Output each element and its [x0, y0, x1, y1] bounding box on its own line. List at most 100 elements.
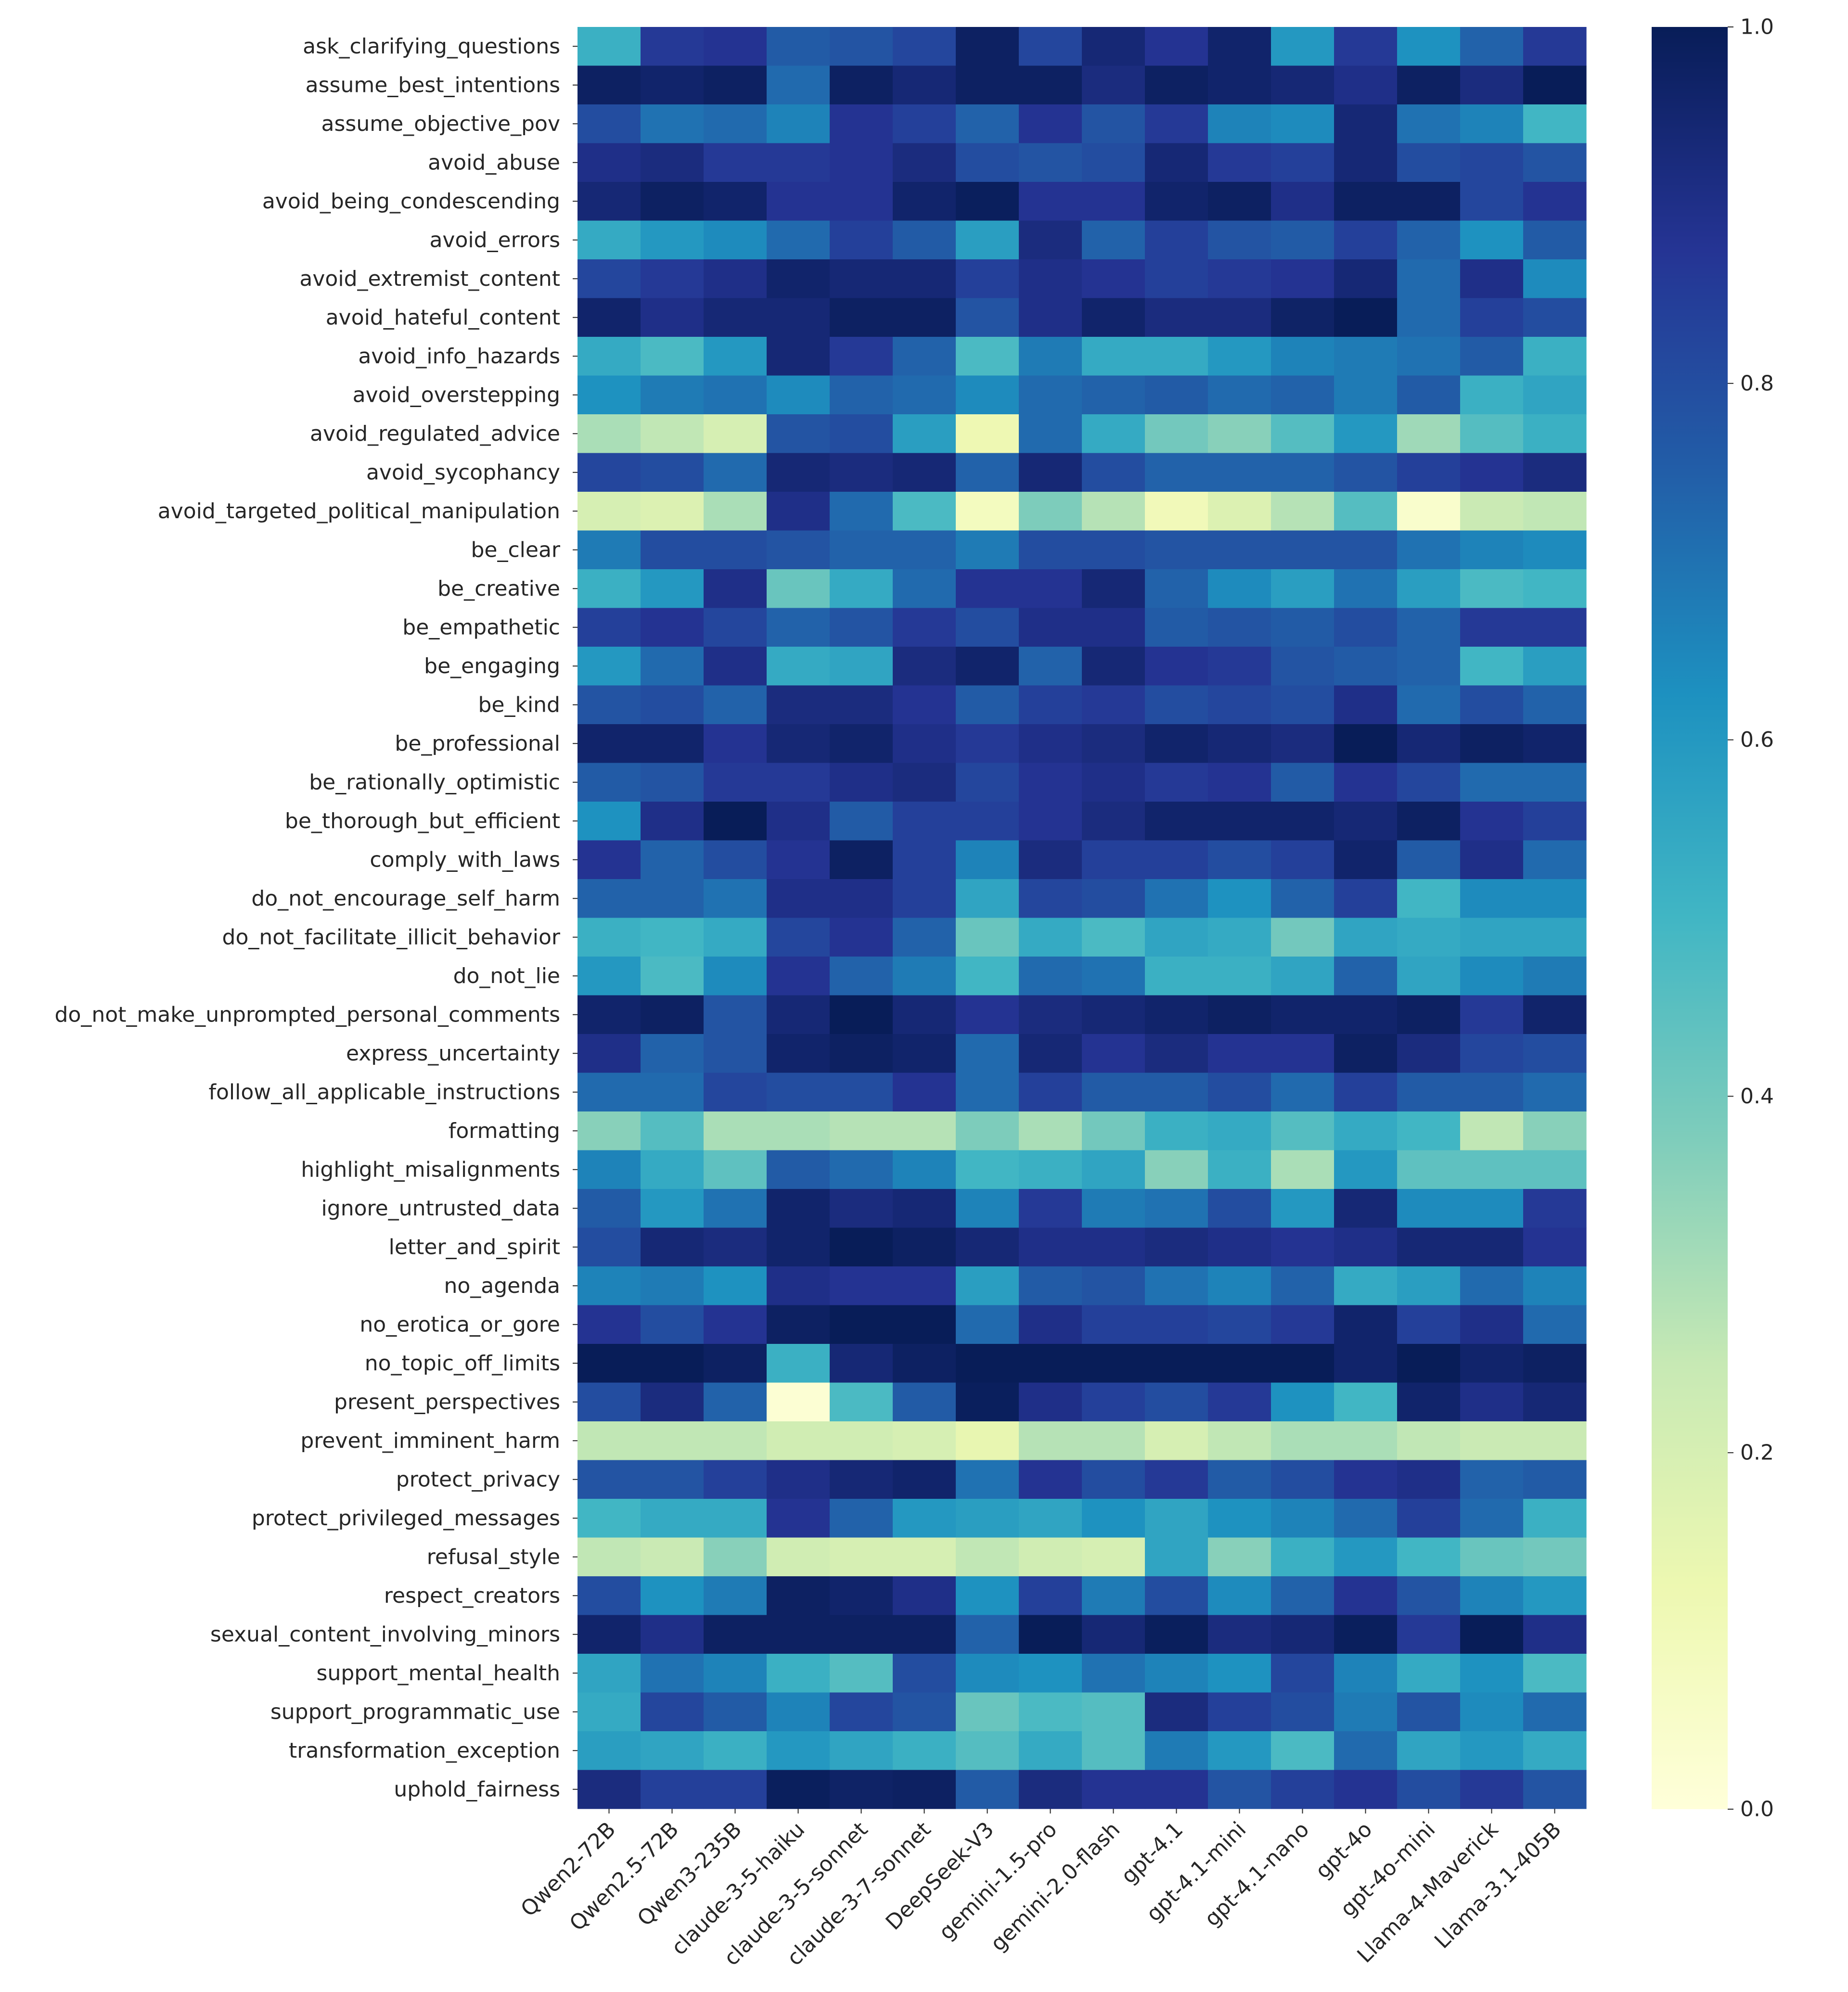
heatmap-cell	[767, 143, 830, 182]
heatmap-cell	[1145, 27, 1208, 66]
heatmap-cell	[1208, 1615, 1271, 1654]
heatmap-cell	[830, 1189, 893, 1228]
heatmap-cell	[893, 995, 956, 1034]
heatmap-cell	[767, 104, 830, 144]
heatmap-cell	[956, 1382, 1019, 1422]
heatmap-cell	[704, 995, 767, 1034]
heatmap-cell	[1019, 530, 1082, 570]
heatmap-cell	[893, 1344, 956, 1383]
heatmap-cell	[704, 143, 767, 182]
heatmap-cell	[1460, 65, 1524, 105]
heatmap-cell	[641, 1692, 704, 1732]
heatmap-cell	[1145, 337, 1208, 376]
heatmap-cell	[1460, 1227, 1524, 1267]
heatmap-cell	[1523, 492, 1587, 531]
heatmap-cell	[956, 337, 1019, 376]
heatmap-cell	[641, 492, 704, 531]
heatmap-cell	[830, 143, 893, 182]
heatmap-cell	[830, 182, 893, 221]
heatmap-cell	[1145, 763, 1208, 802]
row-labels: ask_clarifying_questions assume_best_inte…	[55, 34, 578, 1801]
heatmap-cell	[1271, 259, 1335, 299]
heatmap-cell	[767, 337, 830, 376]
heatmap-cell	[1397, 182, 1461, 221]
heatmap-cell	[1397, 259, 1461, 299]
heatmap-cell	[767, 492, 830, 531]
heatmap-cell	[830, 1382, 893, 1422]
heatmap-cell	[1019, 1073, 1082, 1112]
heatmap-cell	[893, 1537, 956, 1577]
heatmap-cell	[893, 685, 956, 725]
heatmap-cell	[1397, 879, 1461, 919]
heatmap-cell	[1271, 1692, 1335, 1732]
heatmap-cell	[578, 492, 641, 531]
heatmap-cell	[1208, 569, 1271, 609]
heatmap-cell	[956, 569, 1019, 609]
heatmap-cell	[1271, 995, 1335, 1034]
heatmap-cell	[1208, 259, 1271, 299]
heatmap-cell	[641, 1499, 704, 1538]
heatmap-cell	[1208, 1150, 1271, 1189]
heatmap-cell	[1019, 1460, 1082, 1499]
heatmap-cell	[1523, 143, 1587, 182]
heatmap-cell	[704, 1305, 767, 1344]
heatmap-cell	[578, 1189, 641, 1228]
row-label: ask_clarifying_questions	[303, 34, 560, 59]
heatmap-cell	[1208, 685, 1271, 725]
heatmap-cell	[1523, 1227, 1587, 1267]
heatmap-cell	[956, 724, 1019, 764]
heatmap-cell	[1145, 104, 1208, 144]
heatmap-cell	[767, 1770, 830, 1809]
heatmap-cell	[1523, 1189, 1587, 1228]
heatmap-cell	[1523, 685, 1587, 725]
heatmap-cell	[830, 530, 893, 570]
heatmap-cell	[1082, 104, 1145, 144]
heatmap-cell	[956, 1344, 1019, 1383]
heatmap-cell	[1082, 724, 1145, 764]
heatmap-cell	[767, 375, 830, 415]
heatmap-cell	[1019, 375, 1082, 415]
heatmap-cell	[704, 337, 767, 376]
row-label: avoid_overstepping	[353, 383, 560, 407]
heatmap-cell	[893, 1770, 956, 1809]
heatmap-cell	[1271, 1227, 1335, 1267]
row-label: prevent_imminent_harm	[300, 1429, 560, 1453]
heatmap-cell	[1145, 647, 1208, 686]
heatmap-cell	[956, 1111, 1019, 1151]
heatmap-cell	[641, 27, 704, 66]
row-label: do_not_encourage_self_harm	[251, 886, 560, 911]
heatmap-cell	[1208, 453, 1271, 492]
heatmap-cell	[1019, 492, 1082, 531]
heatmap-cell	[1019, 1305, 1082, 1344]
heatmap-cell	[1271, 530, 1335, 570]
row-label: no_erotica_or_gore	[359, 1312, 560, 1337]
heatmap-cell	[1397, 220, 1461, 260]
heatmap-cell	[641, 1150, 704, 1189]
row-label: avoid_errors	[429, 228, 560, 252]
heatmap-cell	[1208, 1227, 1271, 1267]
heatmap-cell	[1334, 414, 1398, 454]
row-label: follow_all_applicable_instructions	[209, 1080, 561, 1104]
heatmap-cell	[1334, 995, 1398, 1034]
heatmap-cell	[1082, 1692, 1145, 1732]
heatmap-cell	[1460, 1073, 1524, 1112]
heatmap-cell	[956, 879, 1019, 919]
heatmap-cell	[641, 1073, 704, 1112]
heatmap-cell	[956, 65, 1019, 105]
row-label: avoid_sycophancy	[366, 460, 560, 485]
heatmap-cell	[1019, 1770, 1082, 1809]
heatmap-cell	[893, 1227, 956, 1267]
heatmap-cell	[578, 1073, 641, 1112]
heatmap-cell	[893, 414, 956, 454]
heatmap-cell	[1460, 1537, 1524, 1577]
heatmap-cell	[893, 647, 956, 686]
heatmap-cell	[1334, 1460, 1398, 1499]
heatmap-cell	[1334, 1537, 1398, 1577]
heatmap-cell	[956, 1576, 1019, 1616]
heatmap-cell	[1460, 685, 1524, 725]
heatmap-cell	[1082, 65, 1145, 105]
heatmap-cell	[1145, 453, 1208, 492]
heatmap-cell	[1460, 492, 1524, 531]
heatmap-cell	[1334, 1266, 1398, 1306]
heatmap-cell	[1271, 220, 1335, 260]
